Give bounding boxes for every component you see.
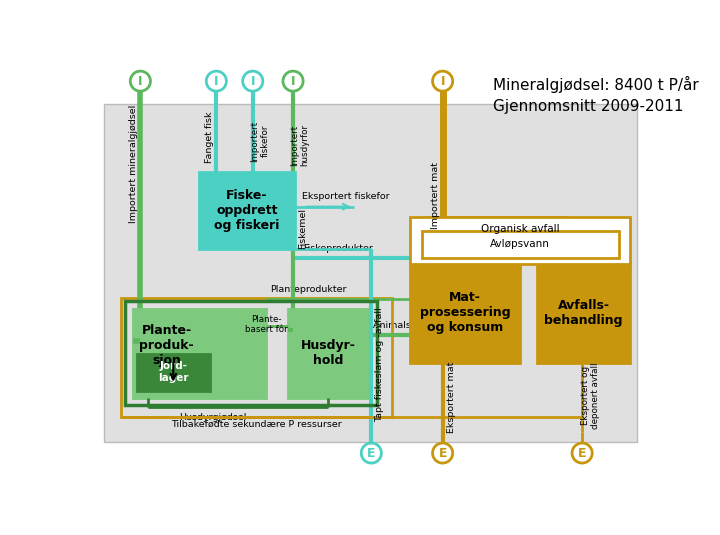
Text: Tilbakefødte sekundære P ressurser: Tilbakefødte sekundære P ressurser bbox=[171, 420, 342, 429]
Text: I: I bbox=[138, 75, 143, 88]
Text: Fiske-
oppdrett
og fiskeri: Fiske- oppdrett og fiskeri bbox=[215, 189, 279, 232]
Text: Husdyrgjødsel: Husdyrgjødsel bbox=[179, 413, 246, 422]
Text: Husdyr-
hold: Husdyr- hold bbox=[301, 339, 356, 368]
Text: Organisk avfall: Organisk avfall bbox=[481, 224, 559, 234]
Text: I: I bbox=[291, 75, 295, 88]
Text: I: I bbox=[214, 75, 219, 88]
Text: Avløpsvann: Avløpsvann bbox=[490, 239, 550, 249]
Text: E: E bbox=[367, 447, 376, 460]
Bar bbox=[410, 217, 630, 264]
Text: Plante-
basert fôr: Plante- basert fôr bbox=[246, 315, 288, 334]
Bar bbox=[422, 231, 618, 258]
Text: Plante-
produk-
sjon: Plante- produk- sjon bbox=[140, 324, 194, 367]
Text: Eksportert og
deponert avfall: Eksportert og deponert avfall bbox=[581, 362, 600, 429]
Text: Tapt fiskeslam og -avfall: Tapt fiskeslam og -avfall bbox=[375, 307, 384, 422]
Bar bbox=[287, 309, 369, 398]
Bar bbox=[104, 104, 637, 441]
Text: Mat-
prosessering
og konsum: Mat- prosessering og konsum bbox=[420, 292, 510, 334]
Text: Planteprodukter: Planteprodukter bbox=[270, 285, 346, 294]
Text: Importert
husdyrfor: Importert husdyrfor bbox=[290, 124, 310, 166]
Text: Importert mat: Importert mat bbox=[431, 162, 440, 228]
Text: E: E bbox=[438, 447, 447, 460]
Bar bbox=[137, 354, 210, 391]
Bar bbox=[199, 172, 295, 249]
Text: Fiskemel: Fiskemel bbox=[298, 208, 307, 249]
Text: Jord-
lager: Jord- lager bbox=[158, 362, 189, 383]
Text: Importert
fiskefor: Importert fiskefor bbox=[250, 120, 269, 162]
Text: Eksportert fiskefor: Eksportert fiskefor bbox=[302, 192, 390, 201]
Text: E: E bbox=[578, 447, 586, 460]
Bar bbox=[537, 263, 630, 363]
Text: Eksportert mat: Eksportert mat bbox=[446, 362, 456, 433]
Text: Avfalls-
behandling: Avfalls- behandling bbox=[544, 299, 623, 327]
Bar bbox=[132, 309, 266, 398]
Text: Fanget fisk: Fanget fisk bbox=[205, 112, 214, 163]
Text: I: I bbox=[441, 75, 445, 88]
Bar bbox=[121, 297, 392, 417]
Text: I: I bbox=[251, 75, 255, 88]
Bar bbox=[410, 263, 520, 363]
Bar bbox=[125, 301, 377, 406]
Text: Animalske produkter: Animalske produkter bbox=[373, 321, 472, 330]
Text: Importert mineralgjødsel: Importert mineralgjødsel bbox=[129, 105, 138, 224]
Text: Fiskeprodukter: Fiskeprodukter bbox=[303, 244, 373, 253]
Text: Mineralgjødsel: 8400 t P/år
Gjennomsnitt 2009-2011: Mineralgjødsel: 8400 t P/år Gjennomsnitt… bbox=[493, 76, 698, 114]
